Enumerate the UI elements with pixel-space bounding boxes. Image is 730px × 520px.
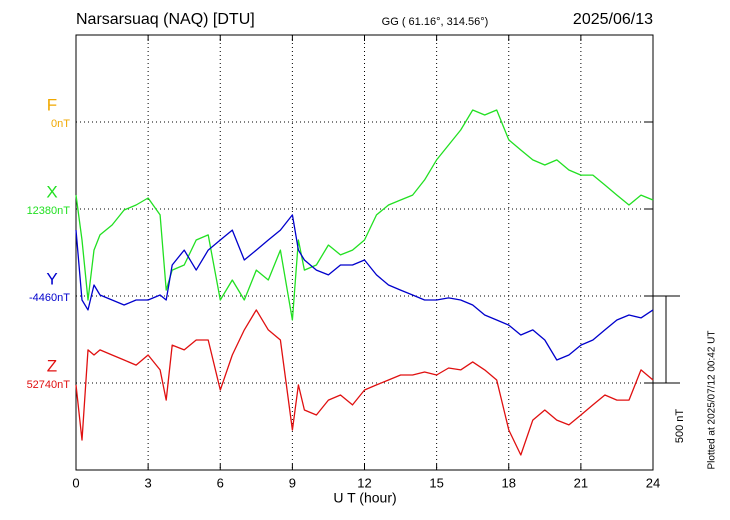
x-tick-label: 3: [145, 475, 152, 490]
trace-name: F: [47, 95, 57, 114]
chart-subtitle: GG ( 61.16°, 314.56°): [382, 16, 489, 28]
scale-label: 500 nT: [674, 409, 686, 444]
x-axis-label: U T (hour): [333, 490, 396, 506]
trace-baseline: 52740nT: [27, 379, 71, 391]
trace-baseline: -4460nT: [29, 292, 70, 304]
trace-name: Y: [46, 269, 57, 288]
x-tick-label: 21: [574, 475, 588, 490]
x-tick-label: 18: [502, 475, 516, 490]
chart-title: Narsarsuaq (NAQ) [DTU]: [76, 11, 255, 28]
x-tick-label: 24: [646, 475, 660, 490]
x-tick-label: 0: [72, 475, 79, 490]
plot-note: Plotted at 2025/07/12 00:42 UT: [707, 331, 718, 470]
trace-baseline: 12380nT: [27, 205, 71, 217]
trace-line: [75, 109, 654, 321]
trace-line: [75, 214, 654, 361]
x-tick-label: 9: [289, 475, 296, 490]
x-tick-label: 15: [429, 475, 443, 490]
trace-baseline: 0nT: [51, 118, 70, 130]
chart-date: 2025/06/13: [573, 11, 653, 28]
x-tick-label: 6: [217, 475, 224, 490]
x-tick-label: 12: [357, 475, 371, 490]
trace-line: [75, 309, 654, 456]
trace-name: Z: [47, 356, 57, 375]
trace-name: X: [46, 182, 57, 201]
